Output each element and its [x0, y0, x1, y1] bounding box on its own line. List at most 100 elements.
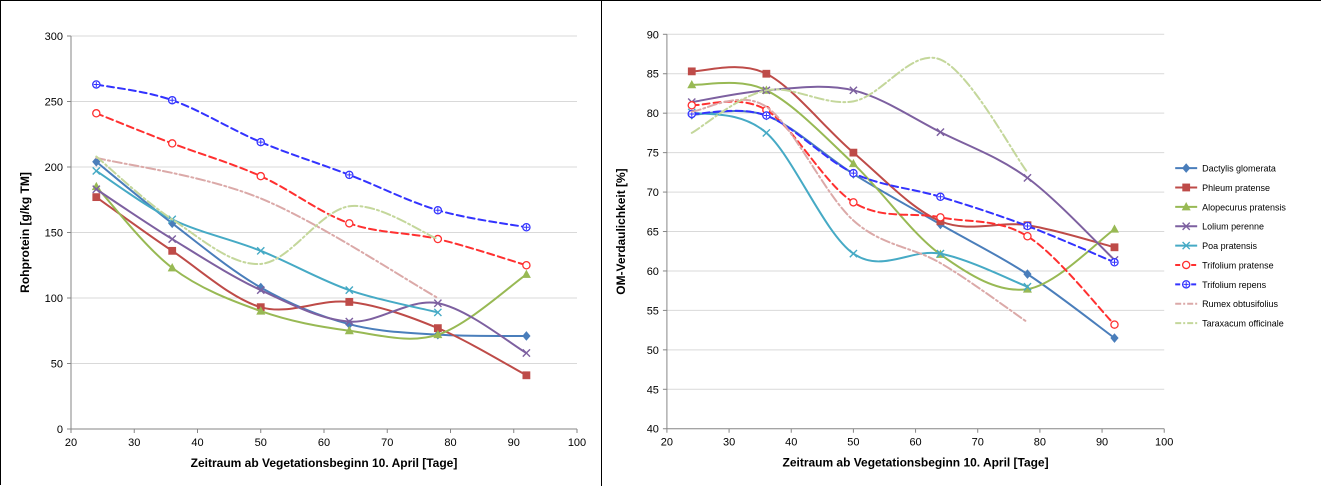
series-line-phleum-pratense — [95, 196, 528, 377]
data-point — [1023, 173, 1032, 182]
legend-item-poa-pratensis: Poa pratensis — [1175, 241, 1258, 251]
marker-cross — [1111, 259, 1118, 265]
y-tick-label: 65 — [647, 227, 659, 239]
x-tick-labels: 20 30 40 50 60 70 80 90 100 — [661, 428, 1173, 449]
x-tick-label: 60 — [909, 437, 921, 449]
series-taraxacum-officinale — [95, 155, 439, 265]
legend-label: Rumex obtusifolius — [1202, 299, 1278, 309]
x-tick-label: 50 — [255, 437, 267, 449]
series-line-dactylis-glomerata — [690, 109, 1116, 340]
x-tick-label: 80 — [1034, 437, 1046, 449]
legend-marker — [1181, 202, 1191, 211]
legend-item-trifolium-repens: Trifolium repens — [1175, 280, 1267, 290]
data-point — [256, 306, 266, 315]
y-tick-label: 85 — [647, 69, 659, 81]
x-tick-labels: 20 30 40 50 60 70 80 90 100 — [65, 429, 586, 449]
data-point — [849, 168, 858, 178]
x-tick-label: 70 — [972, 437, 984, 449]
data-point — [1110, 243, 1119, 252]
y-tick-label: 80 — [647, 108, 659, 120]
series-line-taraxacum-officinale — [95, 155, 439, 265]
y-tick-label: 50 — [647, 345, 659, 357]
legend-item-trifolium-pratense: Trifolium pratense — [1175, 260, 1274, 270]
series-line-trifolium-repens — [95, 83, 528, 229]
legend-item-lolium-perenne: Lolium perenne — [1175, 222, 1264, 232]
data-point — [936, 192, 945, 202]
y-tick-label: 45 — [647, 384, 659, 396]
data-point — [433, 299, 442, 308]
legend-label: Alopecurus pratensis — [1202, 202, 1286, 212]
marker-cross — [850, 170, 856, 176]
series-rumex-obtusifolius — [95, 156, 439, 299]
data-point — [433, 205, 443, 215]
y-tick-labels: 0 50 100 150 200 250 300 — [45, 31, 71, 436]
data-point — [345, 170, 354, 180]
legend-item-rumex-obtusifolius: Rumex obtusifolius — [1175, 299, 1278, 309]
legend-item-dactylis-glomerata: Dactylis glomerata — [1175, 163, 1276, 174]
data-point — [687, 101, 697, 110]
y-tick-label: 70 — [647, 187, 659, 199]
series-trifolium-repens — [92, 80, 531, 232]
data-point — [522, 348, 531, 358]
data-point — [167, 95, 177, 105]
data-point — [522, 331, 531, 341]
x-tick-label: 20 — [65, 437, 77, 449]
data-point — [849, 86, 858, 95]
series-trifolium-repens — [687, 109, 1119, 267]
marker-cross — [435, 207, 441, 213]
series-trifolium-pratense — [92, 109, 531, 270]
series-line-taraxacum-officinale — [690, 56, 1029, 174]
data-point — [344, 325, 354, 335]
y-tick-label: 40 — [647, 424, 659, 436]
data-point — [92, 185, 101, 194]
legend-label: Trifolium pratense — [1202, 260, 1273, 270]
data-point — [762, 69, 771, 78]
series-line-poa-pratensis — [690, 111, 1029, 288]
series-line-trifolium-pratense — [95, 112, 528, 267]
data-point — [1109, 224, 1119, 233]
data-point — [167, 263, 177, 272]
data-point — [256, 246, 265, 255]
data-point — [936, 128, 945, 137]
data-point — [1110, 258, 1119, 267]
x-axis-title: Zeitraum ab Vegetationsbeginn 10. April … — [783, 456, 1049, 470]
marker-cross — [93, 81, 99, 88]
data-point — [849, 249, 858, 258]
y-tick-label: 60 — [647, 266, 659, 278]
data-point — [92, 166, 101, 176]
marker-cross — [258, 139, 264, 145]
data-point — [345, 298, 354, 306]
data-point — [167, 139, 177, 148]
y-tick-label: 50 — [51, 359, 63, 371]
y-tick-labels: 40 45 50 55 60 65 70 75 80 85 90 — [647, 29, 667, 436]
data-point — [345, 317, 354, 326]
series-line-alopecurus-pratensis — [95, 185, 528, 340]
y-tick-label: 200 — [45, 162, 63, 174]
data-point — [936, 249, 945, 258]
legend-label: Lolium perenne — [1202, 222, 1264, 232]
legend-marker — [1182, 222, 1191, 231]
x-tick-label: 20 — [661, 437, 673, 449]
legend-marker — [1182, 241, 1191, 250]
x-tick-label: 100 — [568, 437, 586, 449]
x-tick-label: 40 — [785, 437, 797, 449]
x-tick-label: 50 — [847, 437, 859, 449]
y-tick-label: 90 — [647, 29, 659, 41]
legend-marker — [1181, 280, 1191, 289]
y-tick-label: 100 — [45, 293, 63, 305]
data-point — [256, 286, 265, 295]
series-poa-pratensis — [687, 108, 1032, 291]
series-line-alopecurus-pratensis — [690, 81, 1116, 291]
data-point — [762, 111, 771, 120]
marker-cross — [169, 97, 175, 103]
marker-cross — [763, 112, 769, 119]
data-point — [687, 67, 696, 76]
data-point — [256, 137, 265, 147]
marker-cross — [937, 194, 944, 200]
x-tick-label: 100 — [1155, 437, 1173, 449]
legend: Dactylis glomerata Phleum pratense Alopecu… — [1175, 163, 1286, 329]
data-point — [849, 198, 858, 207]
data-point — [1023, 269, 1032, 279]
data-point — [687, 79, 697, 89]
om-digestibility-chart: 40 45 50 55 60 65 70 75 80 85 90 20 30 40 50 60 70 80 90 10… — [614, 29, 1286, 470]
